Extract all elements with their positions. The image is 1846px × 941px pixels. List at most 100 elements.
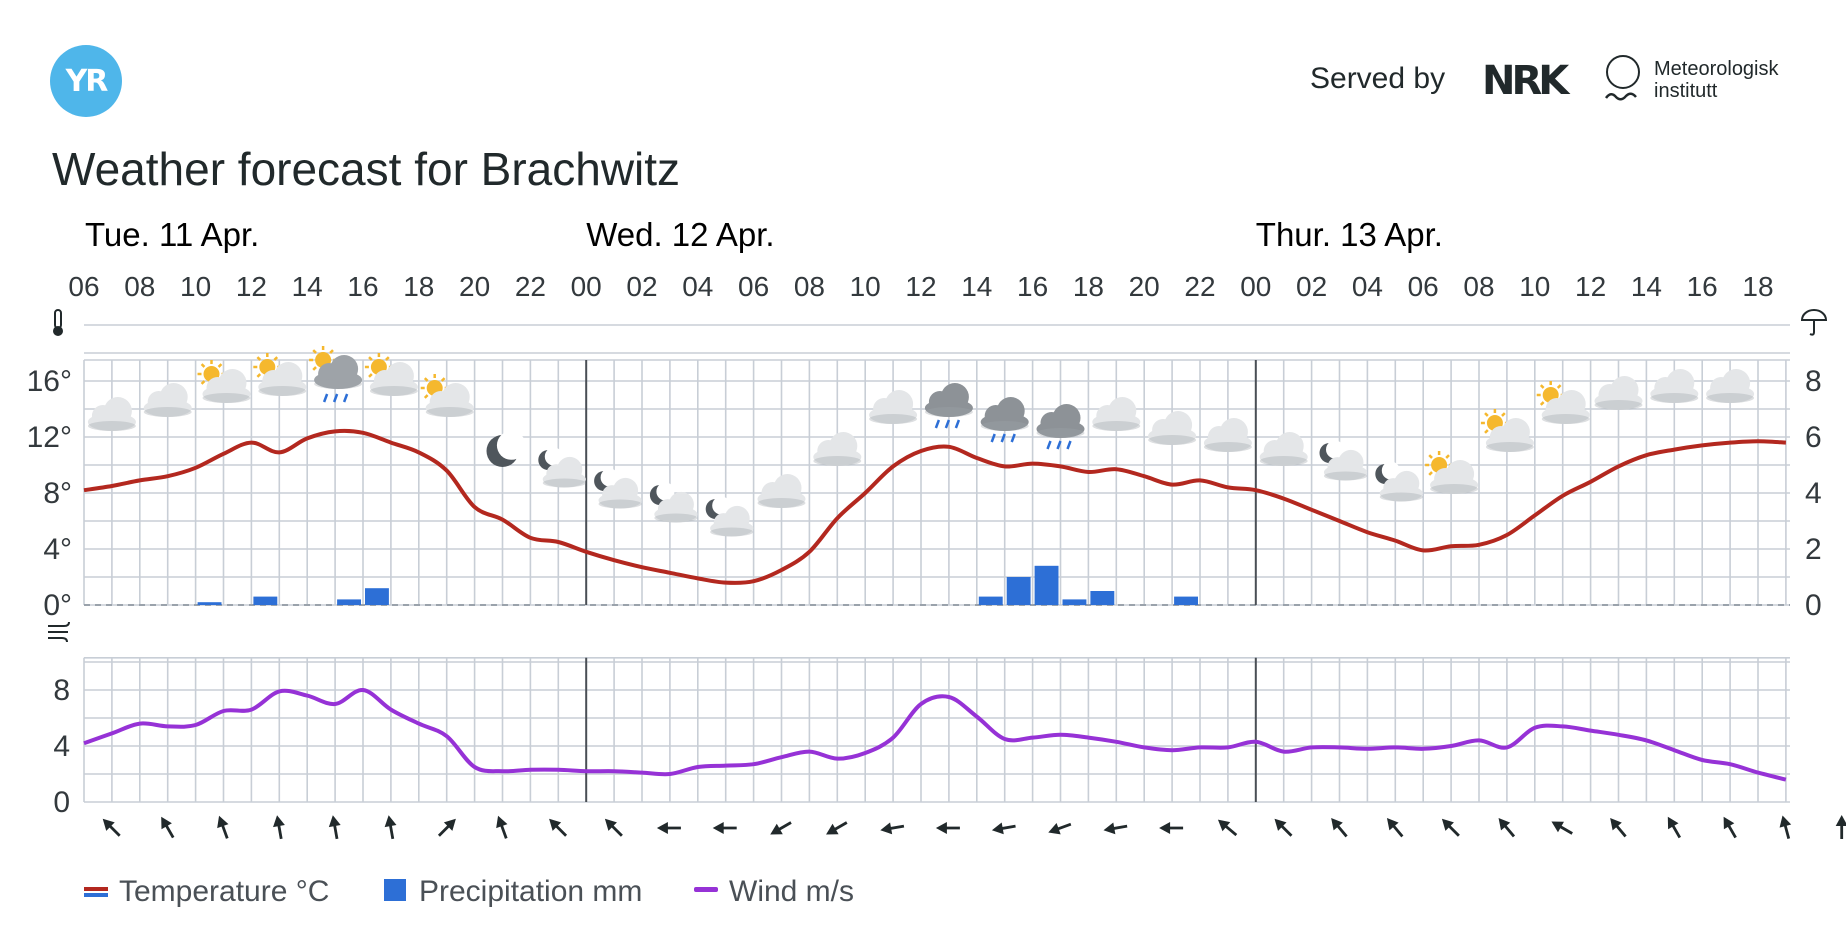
hour-label: 12 [905,271,936,302]
served-by-text: Served by [1310,62,1446,95]
met-logo[interactable]: Meteorologisk institutt [1654,58,1779,102]
hour-label: 12 [1575,271,1606,302]
moon-cloud-icon [705,496,754,537]
wind-direction-arrow [656,822,681,834]
moon-cloud-icon [1319,440,1368,481]
hour-label: 16 [1687,271,1718,302]
wind-direction-arrow [1331,818,1348,838]
moon-cloud-icon [594,468,642,509]
cloudy-icon [87,397,136,431]
temp-axis-label: 0° [43,589,72,622]
temp-axis-label: 4° [43,533,72,566]
rain-cloud-icon [1036,404,1085,450]
wind-direction-arrow [549,818,568,837]
hour-label: 18 [403,271,434,302]
wind-direction-arrow [437,818,456,837]
yr-logo[interactable]: YR [50,45,122,117]
legend-item-wind[interactable]: Wind m/s [694,875,854,908]
hour-label: 08 [1463,271,1494,302]
page-title: Weather forecast for Brachwitz [52,143,681,195]
wind-axis-label: 4 [53,730,70,763]
precip-axis-label: 4 [1805,477,1822,510]
wind-direction-arrow [328,815,341,840]
wind-direction-arrow [1159,822,1184,834]
legend-swatch-wind [694,887,718,892]
wind-direction-arrow [935,822,960,834]
wind-icon [48,621,70,643]
wind-direction-arrow [1835,815,1846,839]
wind-direction-arrow [217,815,229,839]
moon-cloud-icon [538,447,586,488]
precip-axis-label: 2 [1805,533,1822,566]
wind-direction-arrow [770,821,792,835]
wind-axis-label: 8 [53,674,70,707]
partly-sunny-icon [364,353,418,396]
hour-label: 22 [515,271,546,302]
temperature-line [83,428,1787,585]
legend-swatch-temperature [84,887,108,891]
moon-cloud-icon [649,482,698,523]
nrk-logo[interactable]: NRK [1482,58,1569,104]
precip-bar [337,599,361,605]
precip-bar [1034,565,1059,605]
day-label: Tue. 11 Apr. [85,216,259,253]
hour-label: 14 [292,271,323,302]
wind-direction-arrow [1723,816,1737,839]
cloudy-icon [1650,369,1699,403]
cloudy-icon [1203,418,1252,452]
wind-direction-arrow [384,815,397,840]
hour-label: 14 [1631,271,1662,302]
hour-label: 02 [1296,271,1327,302]
hour-label: 12 [236,271,267,302]
wind-direction-arrow [1667,816,1682,839]
precip-axis-label: 8 [1805,365,1822,398]
wind-direction-arrow [1386,818,1404,838]
wind-direction-arrow [1048,822,1072,835]
wind-direction-arrow [161,816,175,839]
partly-sunny-icon [253,353,307,396]
cloudy-icon [1706,369,1755,403]
wind-direction-arrow [496,815,508,839]
precip-axis-label: 0 [1805,589,1822,622]
precip-bar [1006,577,1031,605]
cloudy-icon [1594,376,1643,410]
wind-direction-arrow [102,818,121,837]
hour-label: 10 [1519,271,1550,302]
hour-label: 00 [1240,271,1271,302]
wind-direction-arrow [1274,818,1293,837]
temp-axis-label: 12° [27,421,72,454]
precip-bar [978,596,1003,605]
met-logo-icon [1606,55,1640,89]
wind-direction-arrow [712,822,737,834]
hour-label: 04 [682,271,713,302]
thermometer-icon [53,309,63,336]
hour-label: 08 [794,271,825,302]
legend-label: Precipitation mm [419,875,642,908]
partly-sunny-icon [1536,381,1590,424]
precip-bar [253,596,278,605]
hour-label: 18 [1073,271,1104,302]
precip-bar [365,588,389,605]
legend-item-temp[interactable]: Temperature °C [84,875,329,908]
cloudy-icon [813,432,862,466]
hour-label: 20 [459,271,490,302]
precip-bar [1090,591,1115,605]
partly-sunny-icon [1480,409,1534,452]
cloudy-icon [869,390,918,424]
sun-rain-icon [309,346,363,403]
met-wave-icon [1604,92,1637,101]
wind-direction-arrow [1610,818,1627,838]
hour-label: 02 [626,271,657,302]
wind-direction-arrow [273,815,285,840]
wind-axis-label: 0 [53,786,70,819]
hour-label: 16 [1017,271,1048,302]
wind-line [83,688,1787,782]
legend-label: Wind m/s [729,875,854,908]
legend-label: Temperature °C [119,875,329,908]
legend-swatch-temperature-cold [84,893,108,897]
legend-item-precip[interactable]: Precipitation mm [384,875,642,908]
hour-label: 16 [347,271,378,302]
legend-swatch-precipitation [384,879,406,901]
